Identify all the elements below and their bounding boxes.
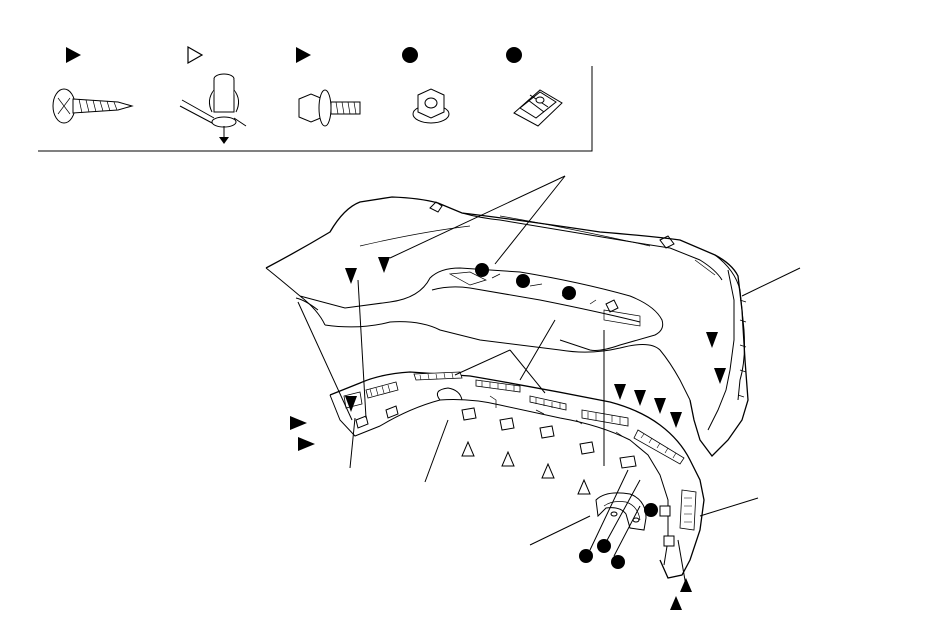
flange-bolt-icon xyxy=(298,89,361,127)
fastener-legend xyxy=(38,45,593,152)
push-clip-marker xyxy=(541,462,555,479)
screw-marker xyxy=(614,384,626,400)
screw-marker xyxy=(634,390,646,406)
nut-marker xyxy=(597,539,611,553)
filled-circle-marker xyxy=(506,47,522,63)
filled-triangle-marker xyxy=(66,47,81,63)
screw-icon xyxy=(52,88,134,124)
legend-frame xyxy=(38,66,593,152)
filled-triangle-marker xyxy=(296,47,311,63)
lower-bumper-support xyxy=(329,371,705,579)
screw-marker xyxy=(680,578,692,592)
callout-leaders xyxy=(297,175,801,587)
screw-marker xyxy=(706,332,718,348)
fastener-markers xyxy=(290,257,726,610)
screw-marker xyxy=(345,268,357,284)
screw-marker xyxy=(654,398,666,414)
push-clip-marker xyxy=(577,478,591,495)
screw-marker xyxy=(670,412,682,428)
nut-marker xyxy=(644,503,658,517)
screw-marker xyxy=(670,596,682,610)
nut-marker xyxy=(562,286,576,300)
screw-marker xyxy=(345,396,357,412)
nut-marker xyxy=(611,555,625,569)
nut-marker xyxy=(579,549,593,563)
nut-marker xyxy=(475,263,489,277)
screw-marker xyxy=(378,257,390,273)
open-triangle-marker xyxy=(187,45,204,65)
nut-marker xyxy=(516,274,530,288)
rear-bumper-cover xyxy=(265,196,749,457)
flange-nut-icon xyxy=(412,88,450,124)
push-clip-marker xyxy=(501,450,515,467)
push-clip-icon xyxy=(179,73,247,144)
screw-marker xyxy=(290,416,307,430)
clip-nut-icon xyxy=(513,89,563,127)
push-clip-marker xyxy=(461,440,475,457)
screw-marker xyxy=(298,437,315,451)
filled-circle-marker xyxy=(402,47,418,63)
side-bracket xyxy=(595,492,647,531)
screw-marker xyxy=(714,368,726,384)
